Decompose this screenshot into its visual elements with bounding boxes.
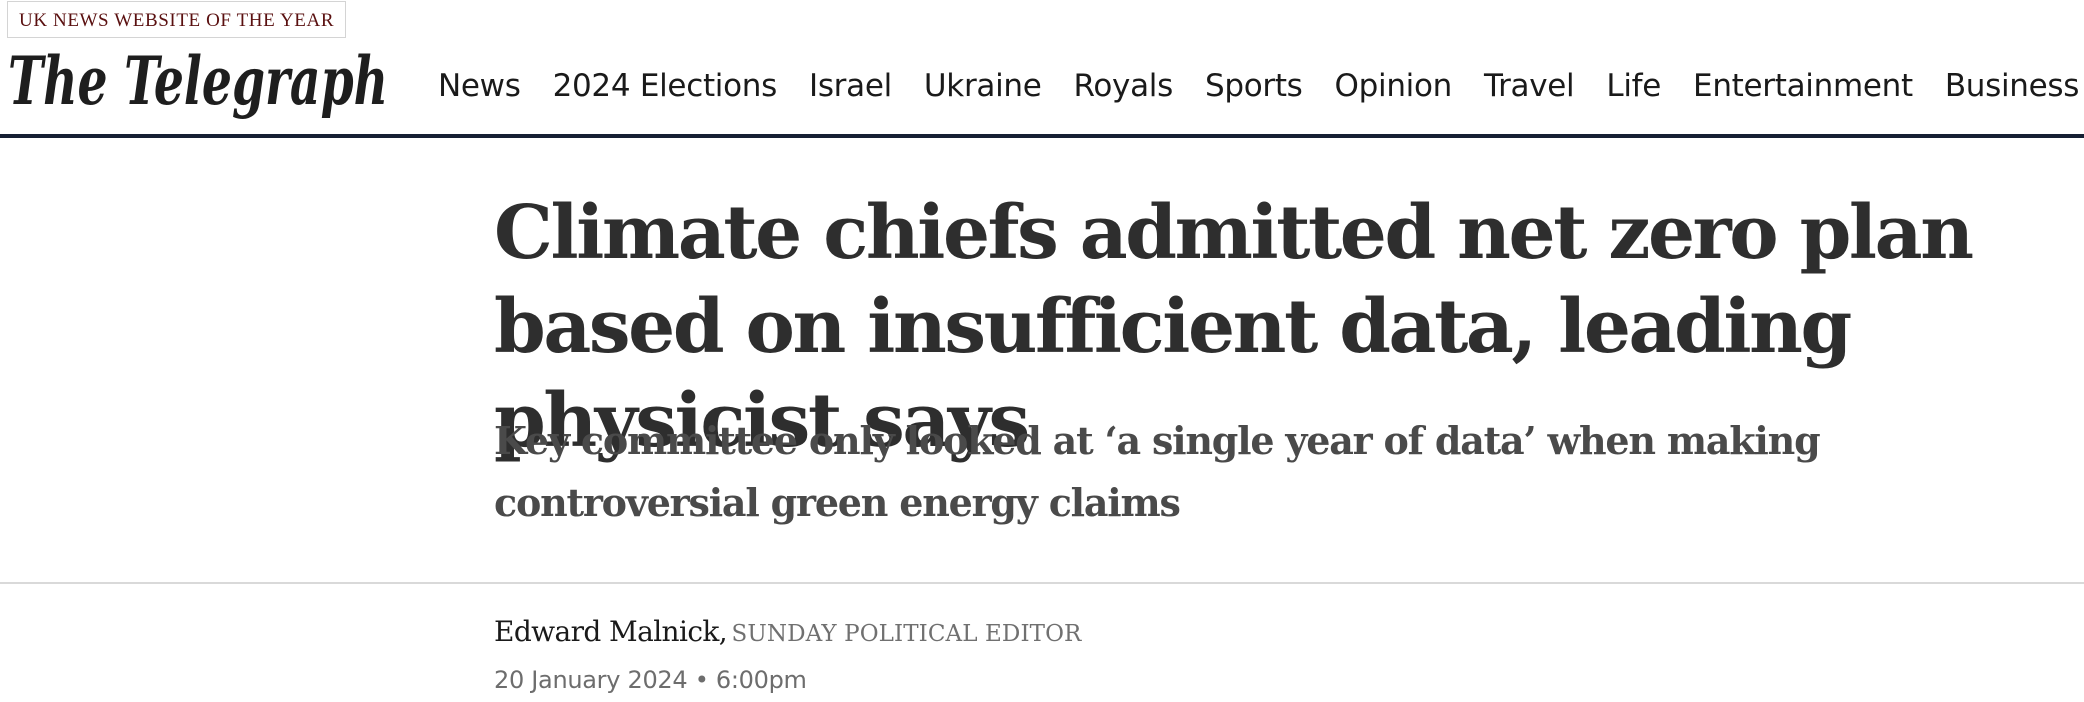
logo-text: The Telegraph [8,42,388,120]
nav-item-ukraine[interactable]: Ukraine [923,68,1042,104]
publish-date: 20 January 2024 • 6:00pm [494,666,807,694]
nav-item-entertainment[interactable]: Entertainment [1693,68,1913,104]
article-standfirst: Key committee only looked at ‘a single y… [494,418,1821,525]
nav-item-2024-elections[interactable]: 2024 Elections [552,68,778,104]
nav-item-travel[interactable]: Travel [1484,68,1575,104]
header-rule [0,134,2084,138]
award-badge: UK NEWS WEBSITE OF THE YEAR [7,1,347,38]
nav-item-opinion[interactable]: Opinion [1334,68,1453,104]
byline-divider [0,582,2084,584]
nav-item-israel[interactable]: Israel [808,68,892,104]
author-name[interactable]: Edward Malnick, [494,615,728,648]
byline: Edward Malnick, SUNDAY POLITICAL EDITOR [494,614,1081,655]
nav-item-sports[interactable]: Sports [1204,68,1303,104]
nav-item-life[interactable]: Life [1606,68,1662,104]
main-nav: News 2024 Elections Israel Ukraine Royal… [438,66,2084,106]
nav-item-news[interactable]: News [438,68,521,104]
telegraph-logo[interactable]: The Telegraph [8,42,390,122]
article-headline: Climate chiefs admitted net zero plan ba… [494,190,1974,464]
author-role: SUNDAY POLITICAL EDITOR [731,621,1082,647]
nav-item-business[interactable]: Business [1944,68,2080,104]
nav-item-royals[interactable]: Royals [1073,68,1174,104]
